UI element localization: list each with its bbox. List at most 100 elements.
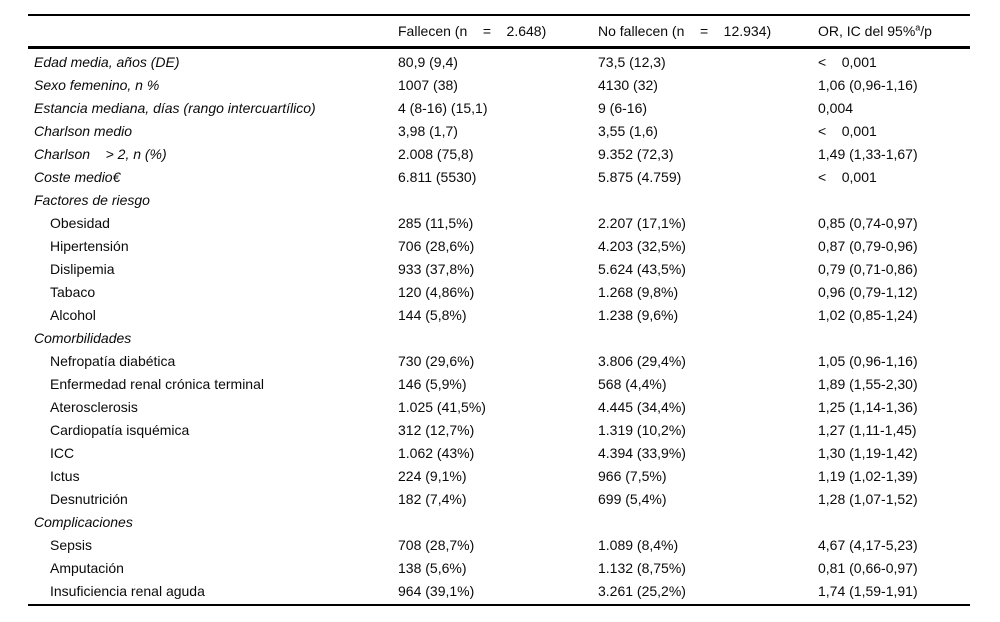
cell-fallecen: 730 (29,6%) [398,352,475,369]
section-header-row: Factores de riesgo [28,188,970,211]
cell-or-p: 1,89 (1,55-2,30) [818,375,918,392]
header-fallecen: Fallecen (n = 2.648) [398,23,547,39]
cell-fallecen: 6.811 (5530) [398,168,477,185]
table-row: Edad media, años (DE) 80,9 (9,4) 73,5 (1… [28,50,970,73]
cell-or-p: 1,02 (0,85-1,24) [818,306,918,323]
cell-fallecen: 312 (12,7%) [398,421,475,438]
table-row: Estancia mediana, días (rango intercuart… [28,96,970,119]
cell-or-p: 0,87 (0,79-0,96) [818,237,918,254]
row-label: ICC [50,444,75,461]
cell-or-p: < 0,001 [818,122,877,139]
cell-no-fallecen: 1.319 (10,2%) [598,421,686,438]
cell-fallecen: 1.025 (41,5%) [398,398,486,415]
table-row: Sepsis 708 (28,7%) 1.089 (8,4%) 4,67 (4,… [28,533,970,556]
mortality-statistics-table: Fallecen (n = 2.648) No fallecen (n = 12… [28,14,970,606]
cell-no-fallecen: 1.238 (9,6%) [598,306,679,323]
cell-fallecen: 1.062 (43%) [398,444,475,461]
cell-or-p: 1,28 (1,07-1,52) [818,490,918,507]
cell-no-fallecen: 4.203 (32,5%) [598,237,686,254]
table-row: Hipertensión 706 (28,6%) 4.203 (32,5%) 0… [28,234,970,257]
row-label: Sexo femenino, n % [34,76,160,93]
table-row: ICC 1.062 (43%) 4.394 (33,9%) 1,30 (1,19… [28,441,970,464]
footnote-marker-a: a [915,23,921,33]
cell-no-fallecen: 568 (4,4%) [598,375,667,392]
row-label: Charlson > 2, n (%) [34,145,167,162]
cell-no-fallecen: 1.132 (8,75%) [598,559,686,576]
cell-or-p: 0,79 (0,71-0,86) [818,260,918,277]
row-label: Aterosclerosis [50,398,138,415]
cell-or-p: 0,004 [818,99,854,116]
cell-fallecen: 706 (28,6%) [398,237,475,254]
cell-or-p: 1,27 (1,11-1,45) [818,421,917,438]
cell-no-fallecen: 1.268 (9,8%) [598,283,679,300]
cell-or-p: 0,85 (0,74-0,97) [818,214,918,231]
table-row: Coste medio€ 6.811 (5530) 5.875 (4.759) … [28,165,970,188]
header-or-ic-suffix: /p [920,23,932,39]
cell-no-fallecen: 4.394 (33,9%) [598,444,686,461]
table-row: Desnutrición 182 (7,4%) 699 (5,4%) 1,28 … [28,487,970,510]
cell-or-p: 1,19 (1,02-1,39) [818,467,918,484]
cell-or-p: 1,05 (0,96-1,16) [818,352,918,369]
cell-fallecen: 2.008 (75,8) [398,145,474,162]
header-no-fallecen: No fallecen (n = 12.934) [598,23,772,39]
row-label: Sepsis [50,536,93,553]
cell-no-fallecen: 2.207 (17,1%) [598,214,686,231]
cell-or-p: 1,74 (1,59-1,91) [818,582,918,599]
cell-fallecen: 708 (28,7%) [398,536,475,553]
cell-no-fallecen: 3,55 (1,6) [598,122,658,139]
cell-no-fallecen: 5.875 (4.759) [598,168,682,185]
table-row: Aterosclerosis 1.025 (41,5%) 4.445 (34,4… [28,395,970,418]
row-label: Cardiopatía isquémica [50,421,190,438]
table-header-row: Fallecen (n = 2.648) No fallecen (n = 12… [28,16,970,49]
row-label: Edad media, años (DE) [34,53,180,70]
table-row: Ictus 224 (9,1%) 966 (7,5%) 1,19 (1,02-1… [28,464,970,487]
cell-or-p: 0,81 (0,66-0,97) [818,559,918,576]
cell-fallecen: 224 (9,1%) [398,467,467,484]
cell-fallecen: 80,9 (9,4) [398,53,458,70]
table-row: Charlson > 2, n (%) 2.008 (75,8) 9.352 (… [28,142,970,165]
cell-no-fallecen: 73,5 (12,3) [598,53,666,70]
cell-or-p: < 0,001 [818,53,877,70]
section-label: Comorbilidades [34,329,132,346]
section-label: Complicaciones [34,513,133,530]
cell-fallecen: 964 (39,1%) [398,582,475,599]
cell-no-fallecen: 966 (7,5%) [598,467,667,484]
row-label: Estancia mediana, días (rango intercuart… [34,99,316,116]
table-row: Tabaco 120 (4,86%) 1.268 (9,8%) 0,96 (0,… [28,280,970,303]
cell-or-p: < 0,001 [818,168,877,185]
table-row: Nefropatía diabética 730 (29,6%) 3.806 (… [28,349,970,372]
cell-or-p: 1,06 (0,96-1,16) [818,76,918,93]
table-row: Enfermedad renal crónica terminal 146 (5… [28,372,970,395]
cell-fallecen: 1007 (38) [398,76,458,93]
row-label: Insuficiencia renal aguda [50,582,205,599]
row-label: Coste medio€ [34,168,121,185]
cell-fallecen: 146 (5,9%) [398,375,467,392]
header-or-ic-text: OR, IC del 95% [818,23,916,39]
section-header-row: Complicaciones [28,510,970,533]
row-label: Obesidad [50,214,110,231]
cell-fallecen: 285 (11,5%) [398,214,474,231]
cell-no-fallecen: 9 (6-16) [598,99,648,116]
cell-no-fallecen: 9.352 (72,3) [598,145,674,162]
cell-fallecen: 138 (5,6%) [398,559,467,576]
cell-or-p: 1,30 (1,19-1,42) [818,444,918,461]
cell-no-fallecen: 5.624 (43,5%) [598,260,686,277]
cell-no-fallecen: 3.806 (29,4%) [598,352,686,369]
row-label: Charlson medio [34,122,133,139]
row-label: Desnutrición [50,490,128,507]
cell-fallecen: 933 (37,8%) [398,260,475,277]
table-body: Edad media, años (DE) 80,9 (9,4) 73,5 (1… [28,49,970,604]
row-label: Amputación [50,559,124,576]
cell-or-p: 0,96 (0,79-1,12) [818,283,918,300]
table-row: Alcohol 144 (5,8%) 1.238 (9,6%) 1,02 (0,… [28,303,970,326]
table-row: Amputación 138 (5,6%) 1.132 (8,75%) 0,81… [28,556,970,579]
table-row: Obesidad 285 (11,5%) 2.207 (17,1%) 0,85 … [28,211,970,234]
table-row: Insuficiencia renal aguda 964 (39,1%) 3.… [28,579,970,602]
row-label: Ictus [50,467,80,484]
header-or-ic: OR, IC del 95%a/p [818,23,970,39]
cell-fallecen: 3,98 (1,7) [398,122,458,139]
row-label: Nefropatía diabética [50,352,176,369]
cell-no-fallecen: 3.261 (25,2%) [598,582,686,599]
row-label: Alcohol [50,306,96,323]
